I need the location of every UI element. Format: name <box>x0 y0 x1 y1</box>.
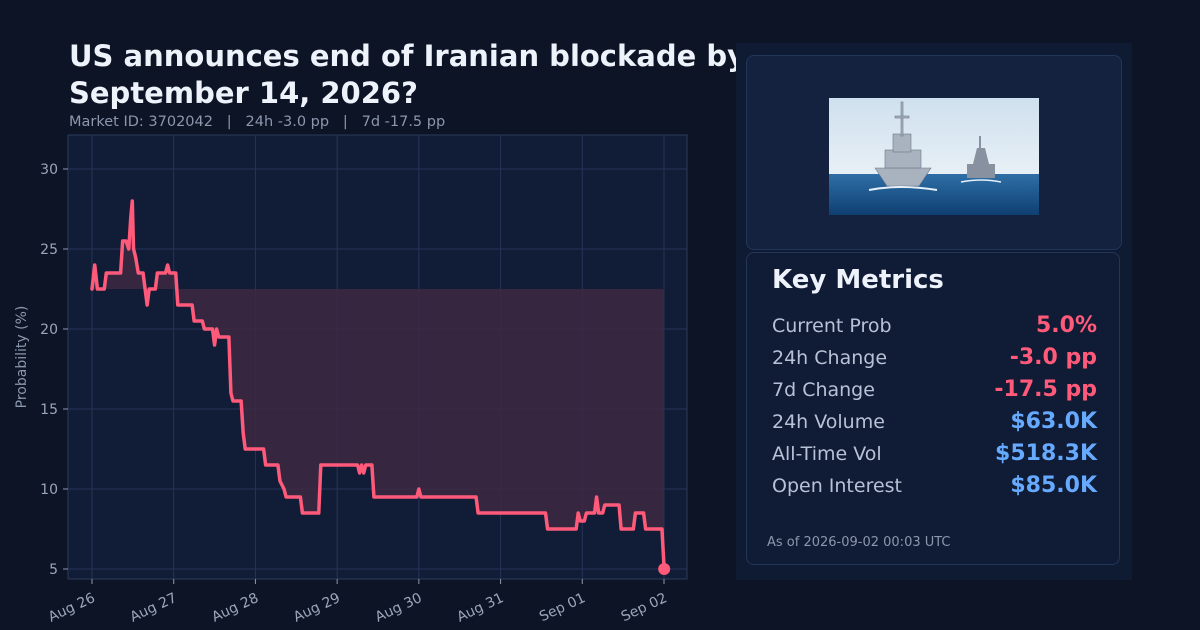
latest-point-marker <box>658 563 671 575</box>
metric-label: 24h Change <box>772 347 888 369</box>
metric-current-prob: Current Prob 5.0% <box>772 313 1097 345</box>
metric-24h-change: 24h Change -3.0 pp <box>772 345 1097 377</box>
x-tick-labels: Aug 26 Aug 27 Aug 28 Aug 29 Aug 30 Aug 31 Sep … <box>46 590 670 626</box>
key-metrics-title: Key Metrics <box>772 265 944 295</box>
y-tick-label: 20 <box>40 322 58 338</box>
chart-subtitle: Market ID: 3702042 | 24h -3.0 pp | 7d -1… <box>69 114 446 130</box>
metric-7d-change: 7d Change -17.5 pp <box>772 377 1097 409</box>
key-metrics-card: Key Metrics Current Prob 5.0% 24h Change… <box>746 252 1120 565</box>
metric-label: 7d Change <box>772 379 875 401</box>
y-tick-labels: 5 10 15 20 25 30 <box>40 162 58 578</box>
x-tick-label: Aug 29 <box>291 590 343 625</box>
x-tick-label: Aug 31 <box>455 590 507 625</box>
metric-all-time-vol: All-Time Vol $518.3K <box>772 441 1097 473</box>
metric-value: -3.0 pp <box>1009 345 1097 370</box>
metric-label: 24h Volume <box>772 411 885 433</box>
shaded-area <box>92 201 665 569</box>
metric-value: $85.0K <box>1010 473 1097 498</box>
x-tick-label: Aug 27 <box>128 590 180 625</box>
series-line <box>90 199 666 571</box>
metric-value: -17.5 pp <box>994 377 1097 402</box>
x-tick-label: Aug 26 <box>46 590 98 626</box>
y-tick-label: 5 <box>49 562 58 578</box>
area-fill <box>92 201 665 569</box>
market-image-card <box>746 55 1122 250</box>
probability-line <box>90 199 671 575</box>
metric-label: Current Prob <box>772 315 892 337</box>
metric-24h-volume: 24h Volume $63.0K <box>772 409 1097 441</box>
warships-image <box>829 98 1039 215</box>
metric-value: 5.0% <box>1035 313 1097 338</box>
as-of-timestamp: As of 2026-09-02 00:03 UTC <box>767 535 951 550</box>
y-tick-label: 25 <box>40 242 58 258</box>
x-tick-label: Aug 28 <box>209 590 261 625</box>
metric-value: $518.3K <box>995 441 1097 466</box>
metric-open-interest: Open Interest $85.0K <box>772 473 1097 505</box>
x-tick-label: Sep 01 <box>537 590 588 625</box>
metric-label: All-Time Vol <box>772 443 882 465</box>
x-tick-label: Aug 30 <box>373 590 425 625</box>
y-axis-label: Probability (%) <box>14 306 30 409</box>
y-tick-label: 15 <box>40 402 58 418</box>
metric-value: $63.0K <box>1010 409 1097 434</box>
y-tick-label: 10 <box>40 482 58 498</box>
y-tick-label: 30 <box>40 162 58 178</box>
x-tick-label: Sep 02 <box>619 590 670 625</box>
chart-title: US announces end of Iranian blockade by … <box>69 39 747 110</box>
metric-label: Open Interest <box>772 475 903 497</box>
